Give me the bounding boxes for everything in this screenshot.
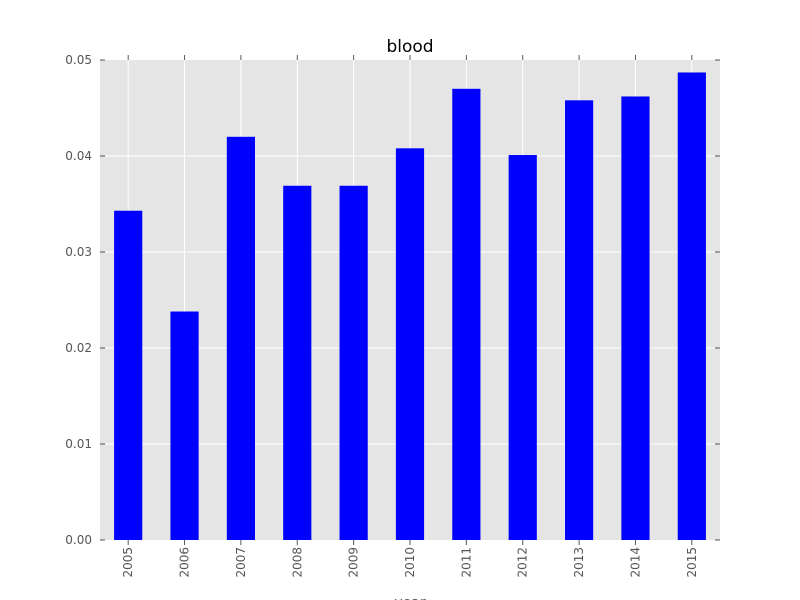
x-tick-label: 2013 — [572, 547, 586, 578]
chart-title: blood — [386, 37, 433, 57]
y-tick-label: 0.00 — [65, 533, 92, 547]
x-tick-label: 2012 — [516, 547, 530, 578]
x-tick-label: 2010 — [403, 547, 417, 578]
x-tick-label: 2014 — [628, 547, 642, 578]
x-tick-label: 2011 — [459, 547, 473, 578]
x-tick-label: 2007 — [234, 547, 248, 578]
y-tick-label: 0.04 — [65, 149, 92, 163]
x-tick-labels: 2005 2006 2007 2008 2009 2010 2011 2012 2013 2014… — [121, 547, 699, 578]
bars — [114, 72, 706, 541]
x-tick-label: 2015 — [685, 547, 699, 578]
bar-2006 — [170, 311, 199, 540]
y-tick-label: 0.02 — [65, 341, 92, 355]
x-tick-label: 2008 — [290, 547, 304, 578]
x-tick-label: 2006 — [178, 547, 192, 578]
x-tick-label: 2005 — [121, 547, 135, 578]
y-tick-labels: 0.00 0.01 0.02 0.03 0.04 0.05 — [65, 53, 92, 547]
x-tick-label: 2009 — [347, 547, 361, 578]
x-axis-label: year — [394, 595, 425, 600]
bar-2007 — [226, 136, 255, 541]
bar-2011 — [452, 88, 481, 541]
bar-2008 — [283, 185, 312, 540]
bar-2015 — [677, 72, 706, 540]
bar-2012 — [508, 155, 537, 541]
y-tick-label: 0.03 — [65, 245, 92, 259]
bar-2010 — [395, 148, 425, 540]
bar-2013 — [565, 100, 594, 540]
bar-2005 — [114, 210, 143, 540]
y-tick-label: 0.05 — [65, 53, 92, 67]
bar-2014 — [621, 96, 650, 540]
y-tick-label: 0.01 — [65, 437, 92, 451]
bar-2009 — [339, 185, 368, 540]
axis-ticks — [100, 55, 720, 545]
